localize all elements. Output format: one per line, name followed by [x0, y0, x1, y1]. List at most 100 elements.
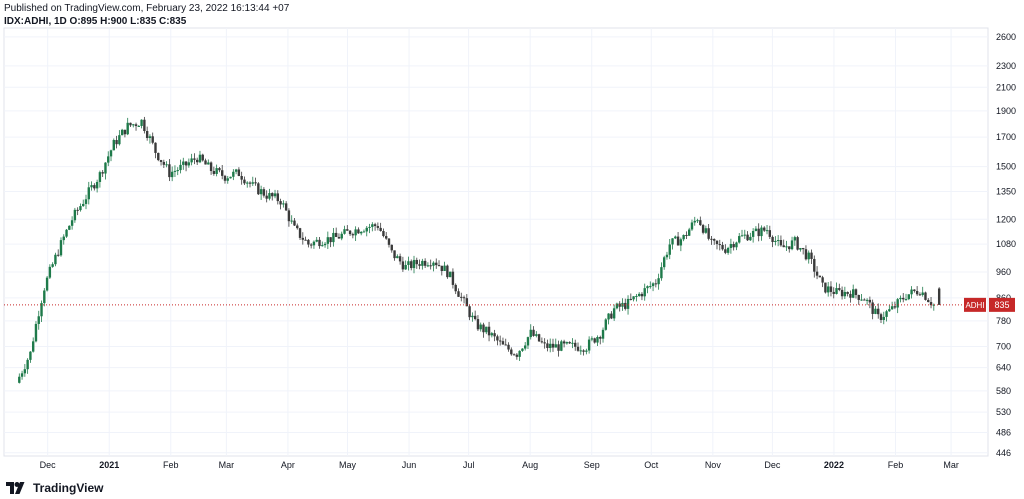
candle-body: [640, 293, 644, 297]
candle-body: [729, 244, 733, 248]
candle-body: [18, 376, 21, 383]
candle-body: [587, 339, 591, 351]
candle-body: [682, 234, 685, 240]
candle-body: [51, 264, 54, 267]
candle-body: [31, 341, 35, 352]
candle-body: [643, 288, 646, 297]
candle-body: [685, 234, 688, 236]
candle-body: [451, 271, 455, 285]
candle-body: [246, 182, 249, 184]
candle-body: [796, 237, 799, 250]
y-tick-label: 1900: [996, 106, 1016, 116]
candle-body: [37, 316, 40, 324]
candle-body: [760, 227, 763, 237]
published-line: Published on TradingView.com, February 2…: [4, 3, 290, 14]
candle-body: [885, 311, 888, 317]
candle-body: [76, 209, 79, 211]
candle-body: [751, 230, 755, 237]
candle-body: [104, 162, 107, 174]
candle-body: [296, 225, 299, 229]
candle-body: [651, 283, 655, 287]
candle-body: [315, 239, 318, 242]
y-tick-label: 780: [996, 316, 1011, 326]
candle-body: [490, 333, 494, 336]
candle-body: [604, 319, 608, 330]
candle-body: [343, 229, 346, 234]
candle-body: [860, 299, 863, 301]
x-tick-label: Jul: [463, 460, 475, 470]
candle-body: [718, 244, 721, 246]
candle-body: [877, 308, 880, 315]
candle-body: [721, 244, 724, 250]
candle-body: [779, 240, 783, 246]
candle-body: [84, 199, 88, 204]
candle-body: [218, 168, 221, 171]
candle-body: [498, 340, 502, 342]
candle-body: [243, 179, 246, 184]
candle-body: [632, 296, 635, 300]
candle-body: [601, 329, 605, 339]
candle-body: [454, 284, 457, 292]
candle-body: [287, 210, 291, 222]
candle-body: [654, 283, 658, 285]
candle-body: [551, 343, 555, 348]
x-tick-label: Apr: [281, 460, 295, 470]
candle-body: [59, 240, 63, 256]
candle-body: [649, 286, 652, 288]
candle-body: [540, 341, 544, 343]
chart-header: Published on TradingView.com, February 2…: [4, 2, 289, 28]
x-tick-label: Aug: [522, 460, 538, 470]
candle-body: [907, 294, 910, 300]
candle-body: [351, 234, 355, 236]
candle-body: [262, 189, 266, 196]
candle-body: [390, 244, 393, 251]
y-tick-label: 530: [996, 407, 1011, 417]
candle-body: [273, 193, 277, 197]
candle-body: [359, 231, 363, 234]
candle-body: [284, 203, 288, 211]
y-tick-label: 1080: [996, 239, 1016, 249]
candle-body: [571, 342, 574, 344]
candle-body: [101, 172, 104, 174]
candle-body: [304, 239, 307, 241]
candle-body: [282, 203, 285, 205]
candle-body: [48, 266, 52, 278]
candle-body: [921, 292, 924, 295]
candle-body: [896, 299, 899, 308]
candle-body: [662, 257, 666, 268]
candle-body: [348, 230, 352, 235]
candle-body: [801, 248, 805, 250]
x-tick-label: Feb: [163, 460, 179, 470]
candle-body: [271, 193, 274, 197]
candle-body: [457, 291, 460, 297]
candle-body: [771, 236, 774, 243]
candlestick-chart[interactable]: 2600 2300 2100 1900 1700 1500 1350 1200 1080 960 8…: [0, 0, 1024, 478]
candle-body: [835, 288, 838, 294]
candle-body: [404, 264, 407, 270]
candle-body: [512, 354, 516, 356]
candle-body: [574, 342, 577, 347]
x-tick-label: Feb: [888, 460, 904, 470]
candle-body: [137, 125, 141, 127]
candle-body: [195, 159, 199, 163]
candle-body: [924, 292, 927, 300]
candle-body: [749, 236, 752, 241]
candle-body: [215, 168, 218, 174]
candle-body: [410, 261, 413, 269]
y-tick-label: 1200: [996, 214, 1016, 224]
candle-body: [421, 260, 424, 266]
candle-body: [426, 265, 430, 267]
x-tick-label: 2021: [99, 460, 119, 470]
candle-body: [776, 240, 780, 242]
candle-body: [151, 136, 154, 143]
candle-body: [332, 232, 335, 243]
candle-body: [115, 140, 118, 145]
candle-body: [843, 291, 847, 297]
candle-body: [207, 162, 210, 165]
plot-frame: [3, 27, 989, 457]
candle-body: [918, 294, 922, 296]
candle-body: [123, 129, 127, 135]
candle-body: [874, 308, 877, 314]
candle-body: [237, 169, 241, 176]
candle-body: [785, 246, 788, 248]
